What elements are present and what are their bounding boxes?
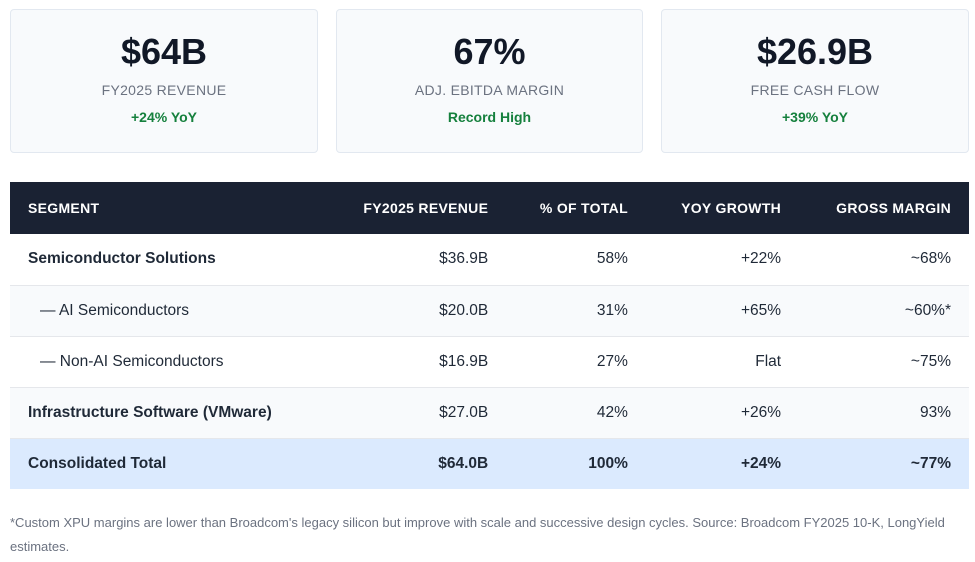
segment-table: SEGMENT FY2025 REVENUE % OF TOTAL YOY GR… bbox=[10, 182, 969, 489]
cell-growth: Flat bbox=[755, 352, 782, 370]
cell-revenue: $64.0B bbox=[438, 454, 489, 472]
table-row-total: Consolidated Total $64.0B 100% +24% ~77% bbox=[10, 438, 969, 489]
table-row: Semiconductor Solutions $36.9B 58% +22% … bbox=[10, 234, 969, 285]
cell-growth: +26% bbox=[741, 403, 782, 421]
cell-pct: 31% bbox=[596, 301, 628, 319]
kpi-change: Record High bbox=[447, 109, 532, 125]
cell-margin: ~75% bbox=[910, 352, 951, 370]
cell-margin: ~77% bbox=[910, 454, 951, 472]
cell-pct: 27% bbox=[596, 352, 628, 370]
cell-segment: Consolidated Total bbox=[28, 454, 167, 472]
kpi-card-revenue: $64B FY2025 REVENUE +24% YoY bbox=[10, 9, 318, 153]
cell-margin: ~60%* bbox=[904, 301, 951, 319]
kpi-cards: $64B FY2025 REVENUE +24% YoY 67% ADJ. EB… bbox=[10, 9, 969, 155]
cell-revenue: $27.0B bbox=[439, 403, 489, 421]
header-gross-margin: GROSS MARGIN bbox=[836, 200, 951, 216]
cell-pct: 100% bbox=[588, 454, 628, 472]
cell-growth: +24% bbox=[741, 454, 782, 472]
cell-segment: Semiconductor Solutions bbox=[28, 250, 216, 268]
table-row: — AI Semiconductors $20.0B 31% +65% ~60%… bbox=[10, 285, 969, 336]
cell-revenue: $20.0B bbox=[439, 301, 489, 319]
table-row: Infrastructure Software (VMware) $27.0B … bbox=[10, 387, 969, 438]
kpi-change: +24% YoY bbox=[130, 109, 198, 125]
cell-pct: 58% bbox=[596, 250, 628, 268]
table-row: — Non-AI Semiconductors $16.9B 27% Flat … bbox=[10, 336, 969, 387]
cell-margin: 93% bbox=[919, 403, 951, 421]
footnote: *Custom XPU margins are lower than Broad… bbox=[10, 515, 945, 554]
kpi-value: $26.9B bbox=[756, 31, 874, 72]
header-revenue: FY2025 REVENUE bbox=[363, 200, 489, 216]
cell-revenue: $36.9B bbox=[439, 250, 489, 268]
kpi-value: $64B bbox=[120, 31, 208, 72]
kpi-value: 67% bbox=[453, 31, 526, 72]
cell-margin: ~68% bbox=[910, 250, 951, 268]
kpi-card-free-cash-flow: $26.9B FREE CASH FLOW +39% YoY bbox=[661, 9, 969, 153]
cell-growth: +65% bbox=[741, 301, 782, 319]
header-yoy-growth: YOY GROWTH bbox=[681, 200, 782, 216]
kpi-label: ADJ. EBITDA MARGIN bbox=[414, 82, 565, 98]
kpi-card-ebitda-margin: 67% ADJ. EBITDA MARGIN Record High bbox=[336, 9, 643, 153]
cell-pct: 42% bbox=[596, 403, 628, 421]
kpi-label: FY2025 REVENUE bbox=[101, 82, 227, 98]
kpi-label: FREE CASH FLOW bbox=[750, 82, 880, 98]
cell-segment: — Non-AI Semiconductors bbox=[40, 352, 224, 370]
table-header-row: SEGMENT FY2025 REVENUE % OF TOTAL YOY GR… bbox=[10, 182, 969, 234]
header-pct-of-total: % OF TOTAL bbox=[539, 200, 628, 216]
cell-revenue: $16.9B bbox=[439, 352, 489, 370]
cell-segment: Infrastructure Software (VMware) bbox=[28, 403, 272, 421]
cell-segment: — AI Semiconductors bbox=[40, 301, 190, 319]
kpi-change: +39% YoY bbox=[781, 109, 849, 125]
cell-growth: +22% bbox=[741, 250, 782, 268]
header-segment: SEGMENT bbox=[28, 200, 100, 216]
